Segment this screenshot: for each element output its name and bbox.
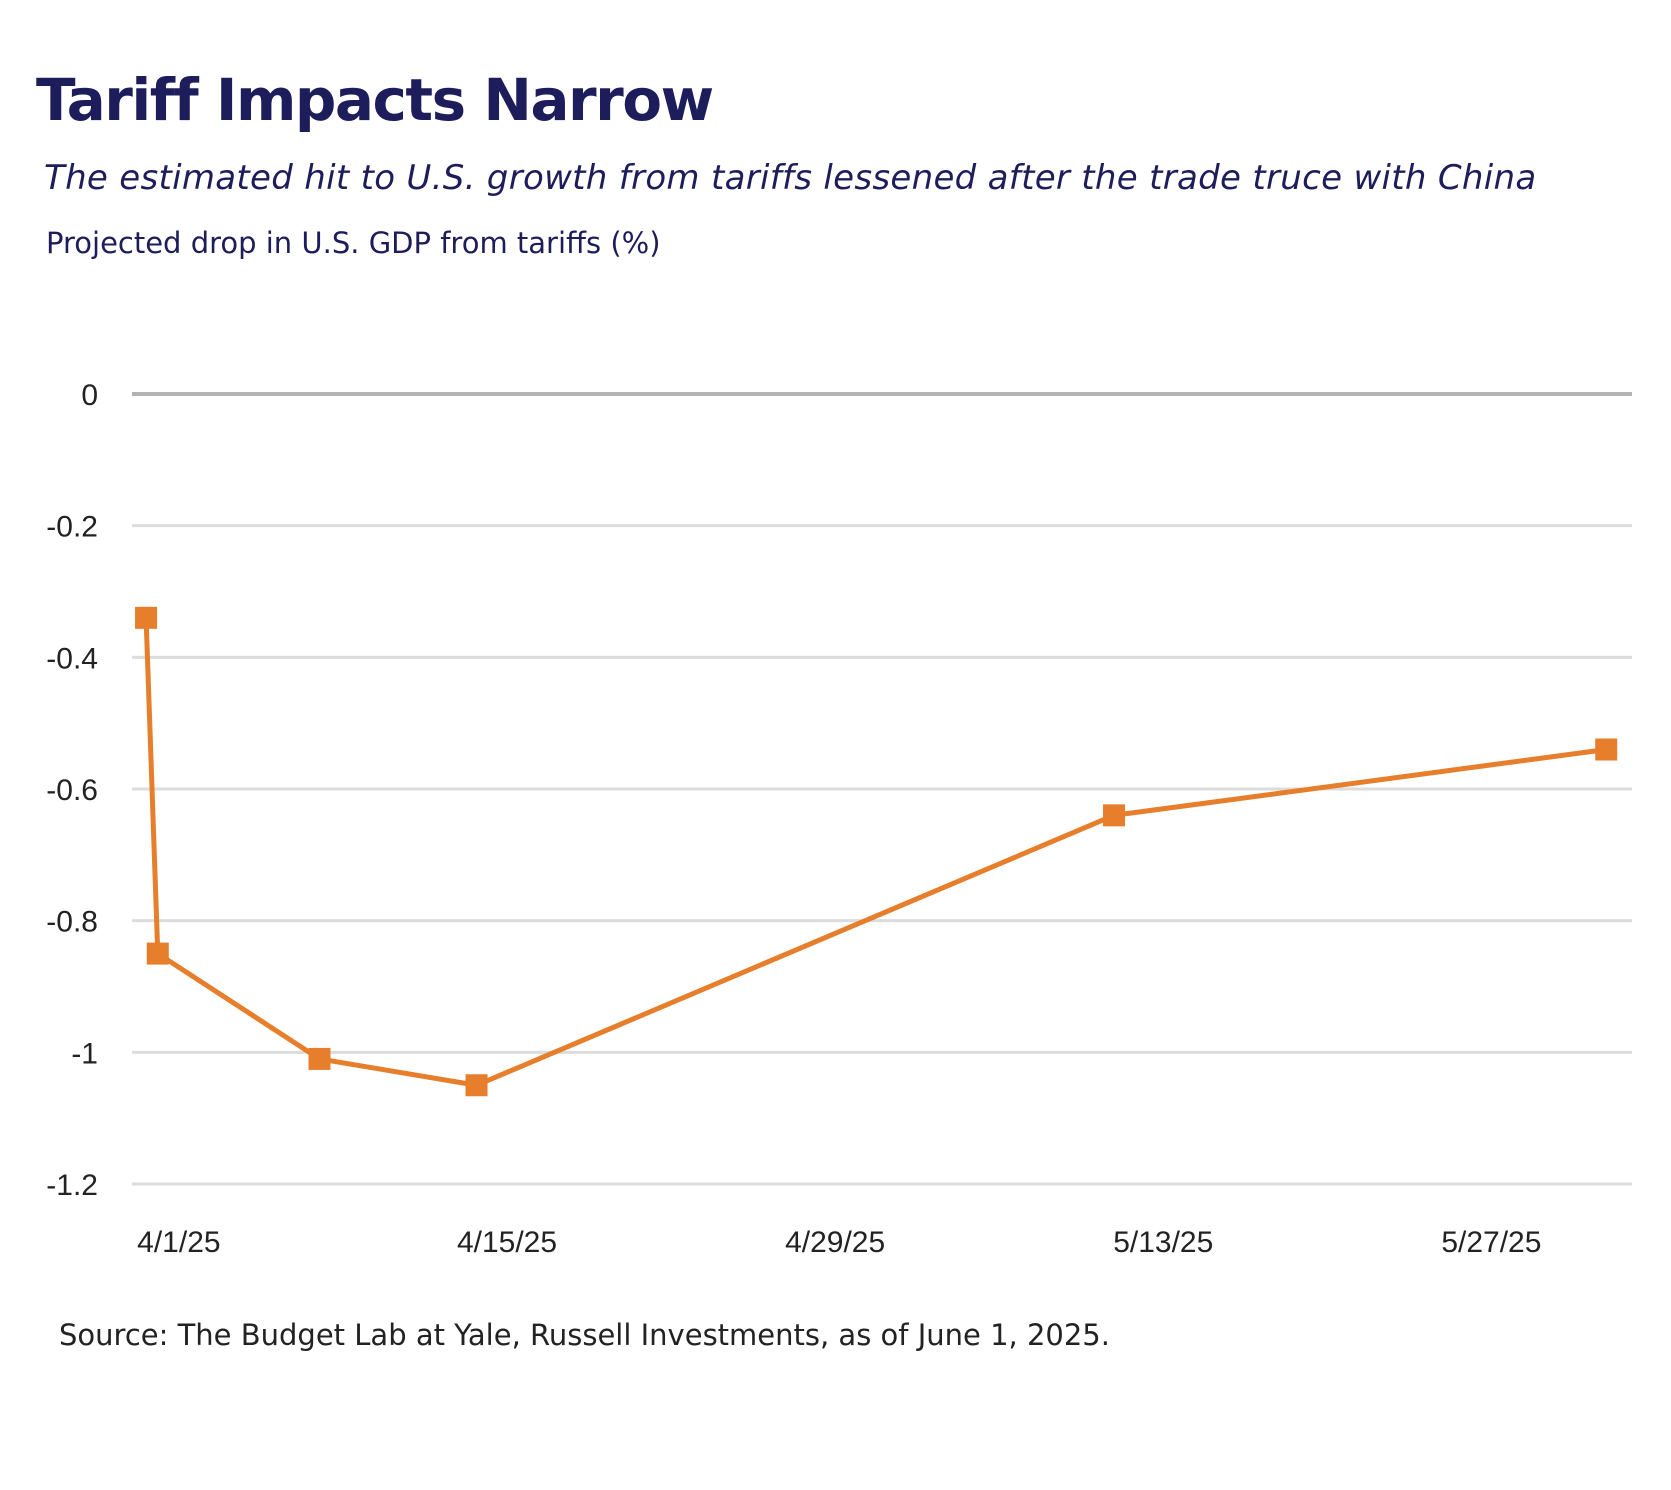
data-point-marker <box>135 606 158 629</box>
y-axis-label: Projected drop in U.S. GDP from tariffs … <box>46 226 661 260</box>
y-tick-label: -0.2 <box>46 511 98 544</box>
y-tick-label: 0 <box>81 379 98 412</box>
x-tick-label: 5/27/25 <box>1441 1226 1541 1259</box>
x-tick-label: 4/15/25 <box>457 1226 557 1259</box>
x-tick-label: 4/29/25 <box>785 1226 885 1259</box>
y-tick-label: -0.8 <box>46 906 98 939</box>
y-tick-label: -0.6 <box>46 774 98 807</box>
y-tick-label: -1.2 <box>46 1169 98 1202</box>
data-point-marker <box>1103 804 1126 827</box>
y-tick-label: -1 <box>71 1037 98 1070</box>
y-tick-label: -0.4 <box>46 642 98 675</box>
series-line <box>143 617 1607 1088</box>
data-point-marker <box>146 942 169 965</box>
x-tick-label: 5/13/25 <box>1113 1226 1213 1259</box>
chart-title: Tariff Impacts Narrow <box>36 66 714 134</box>
chart-subtitle: The estimated hit to U.S. growth from ta… <box>44 158 1537 198</box>
source-note: Source: The Budget Lab at Yale, Russell … <box>59 1318 1110 1352</box>
data-point-marker <box>465 1074 488 1097</box>
data-point-marker <box>308 1047 331 1070</box>
x-tick-label: 4/1/25 <box>137 1226 220 1259</box>
data-point-marker <box>1595 738 1618 761</box>
